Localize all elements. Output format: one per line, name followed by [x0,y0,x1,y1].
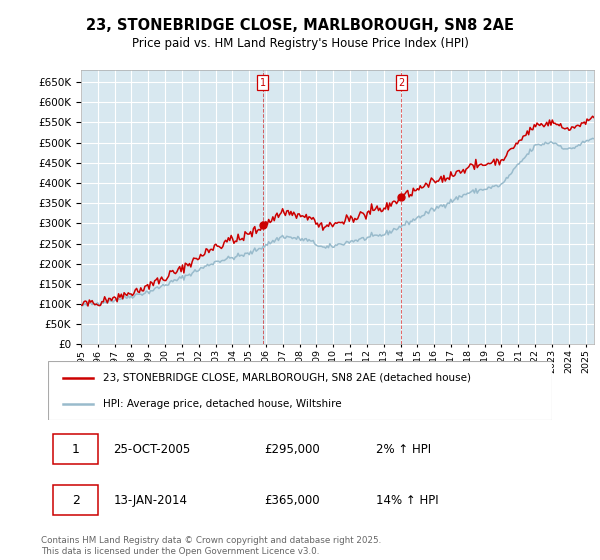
Text: 2: 2 [72,493,80,507]
Text: 1: 1 [72,442,80,456]
Text: 2: 2 [398,78,404,88]
FancyBboxPatch shape [48,361,552,420]
FancyBboxPatch shape [53,435,98,464]
FancyBboxPatch shape [53,486,98,515]
Text: 25-OCT-2005: 25-OCT-2005 [113,442,191,456]
Text: Contains HM Land Registry data © Crown copyright and database right 2025.
This d: Contains HM Land Registry data © Crown c… [41,536,381,556]
Text: 14% ↑ HPI: 14% ↑ HPI [376,493,438,507]
Text: 1: 1 [260,78,266,88]
Text: Price paid vs. HM Land Registry's House Price Index (HPI): Price paid vs. HM Land Registry's House … [131,37,469,50]
Text: HPI: Average price, detached house, Wiltshire: HPI: Average price, detached house, Wilt… [103,399,342,409]
Text: 2% ↑ HPI: 2% ↑ HPI [376,442,431,456]
Text: 23, STONEBRIDGE CLOSE, MARLBOROUGH, SN8 2AE (detached house): 23, STONEBRIDGE CLOSE, MARLBOROUGH, SN8 … [103,372,472,382]
Text: 13-JAN-2014: 13-JAN-2014 [113,493,188,507]
Text: £365,000: £365,000 [265,493,320,507]
Text: £295,000: £295,000 [265,442,320,456]
Text: 23, STONEBRIDGE CLOSE, MARLBOROUGH, SN8 2AE: 23, STONEBRIDGE CLOSE, MARLBOROUGH, SN8 … [86,18,514,32]
